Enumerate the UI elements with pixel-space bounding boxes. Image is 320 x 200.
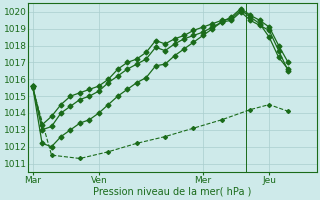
X-axis label: Pression niveau de la mer( hPa ): Pression niveau de la mer( hPa ) — [93, 187, 252, 197]
